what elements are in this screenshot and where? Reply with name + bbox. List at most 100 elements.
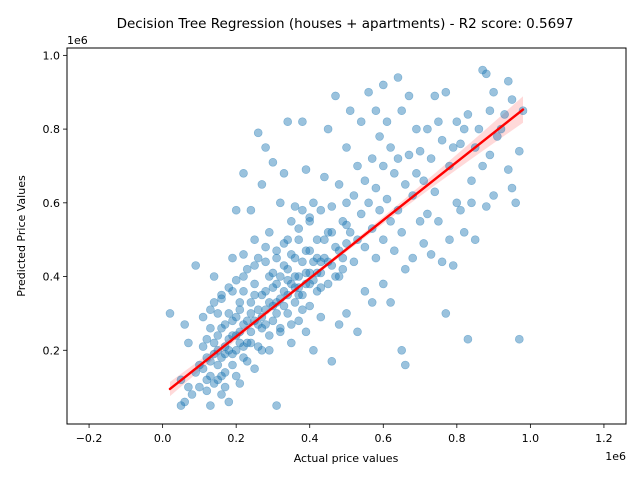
data-point bbox=[323, 124, 333, 134]
data-point bbox=[224, 309, 234, 318]
data-point bbox=[217, 290, 226, 300]
data-point bbox=[209, 338, 219, 348]
data-point bbox=[209, 379, 219, 388]
data-point bbox=[290, 253, 300, 263]
data-point bbox=[257, 345, 267, 355]
data-point bbox=[202, 386, 212, 396]
data-point bbox=[286, 320, 296, 329]
y-axis-label: Predicted Price Values bbox=[15, 175, 28, 297]
data-point bbox=[478, 161, 487, 171]
data-point bbox=[246, 338, 256, 348]
data-point bbox=[239, 272, 248, 281]
data-point bbox=[327, 228, 337, 237]
data-point bbox=[235, 379, 245, 388]
data-point bbox=[334, 180, 344, 189]
plot-frame bbox=[66, 47, 627, 425]
data-point bbox=[478, 65, 487, 75]
data-point bbox=[184, 338, 193, 348]
data-point bbox=[342, 309, 351, 318]
data-point bbox=[257, 323, 267, 333]
data-point bbox=[426, 250, 436, 259]
data-point bbox=[378, 279, 388, 289]
data-point bbox=[334, 320, 344, 329]
x-axis-offset-label: 1e6 bbox=[605, 450, 626, 463]
data-point bbox=[242, 316, 252, 326]
data-point bbox=[279, 301, 289, 311]
data-point bbox=[481, 69, 491, 79]
data-point bbox=[437, 135, 447, 145]
data-point bbox=[301, 268, 311, 278]
data-point bbox=[400, 180, 410, 189]
data-point bbox=[323, 279, 333, 289]
data-point bbox=[257, 290, 267, 300]
data-point bbox=[342, 220, 351, 230]
data-point bbox=[419, 239, 429, 248]
data-point bbox=[279, 239, 289, 248]
data-point bbox=[294, 272, 304, 281]
data-point bbox=[242, 338, 252, 348]
data-point bbox=[198, 364, 208, 374]
data-point bbox=[470, 235, 480, 244]
data-point bbox=[312, 253, 322, 263]
data-point bbox=[250, 235, 259, 244]
data-point bbox=[316, 257, 326, 267]
data-point bbox=[279, 169, 289, 178]
data-point bbox=[400, 360, 410, 370]
data-point bbox=[206, 305, 215, 315]
data-point bbox=[242, 356, 252, 366]
data-point bbox=[309, 257, 318, 267]
data-point bbox=[198, 342, 208, 351]
data-point bbox=[386, 217, 395, 226]
y-tick-label: 1.0 bbox=[43, 49, 61, 62]
data-point bbox=[412, 169, 421, 178]
data-point bbox=[364, 198, 373, 208]
data-point bbox=[231, 345, 241, 355]
data-point bbox=[206, 371, 215, 381]
data-point bbox=[511, 198, 521, 208]
data-point bbox=[294, 235, 304, 244]
data-point bbox=[228, 316, 237, 326]
data-point bbox=[419, 176, 429, 185]
data-point bbox=[338, 253, 348, 263]
data-point bbox=[305, 246, 315, 255]
data-point bbox=[316, 205, 326, 215]
data-point bbox=[261, 242, 270, 252]
data-point bbox=[264, 331, 274, 340]
data-point bbox=[286, 279, 296, 289]
data-point bbox=[393, 154, 403, 163]
data-point bbox=[445, 235, 454, 244]
data-point bbox=[250, 261, 259, 270]
data-point bbox=[272, 253, 281, 263]
x-axis-label: Actual price values bbox=[294, 452, 399, 465]
data-point bbox=[463, 110, 473, 119]
data-point bbox=[290, 298, 300, 307]
data-point bbox=[246, 309, 256, 318]
data-point bbox=[228, 286, 237, 296]
y-axis-offset-label: 1e6 bbox=[67, 34, 88, 47]
data-point bbox=[231, 275, 241, 285]
data-point bbox=[301, 327, 311, 337]
x-tick-label: 1.0 bbox=[522, 432, 540, 445]
data-point bbox=[283, 275, 293, 285]
data-point bbox=[514, 334, 524, 344]
y-axis-ticks: 0.2 0.4 0.6 0.8 1.0 bbox=[43, 49, 67, 357]
data-point bbox=[375, 205, 384, 215]
data-point bbox=[239, 169, 248, 178]
data-point bbox=[261, 143, 270, 152]
x-tick-label: 0.8 bbox=[448, 432, 466, 445]
data-point bbox=[507, 183, 517, 193]
data-point bbox=[301, 165, 311, 174]
data-point bbox=[235, 338, 245, 348]
data-point bbox=[389, 246, 399, 255]
data-point bbox=[253, 128, 263, 138]
data-point bbox=[298, 257, 307, 267]
data-point bbox=[489, 191, 498, 200]
data-point bbox=[430, 91, 440, 101]
data-point bbox=[360, 242, 370, 252]
data-point bbox=[286, 250, 296, 259]
data-point bbox=[375, 132, 384, 141]
data-point bbox=[217, 323, 226, 333]
data-point bbox=[228, 253, 237, 263]
data-point bbox=[220, 368, 230, 377]
